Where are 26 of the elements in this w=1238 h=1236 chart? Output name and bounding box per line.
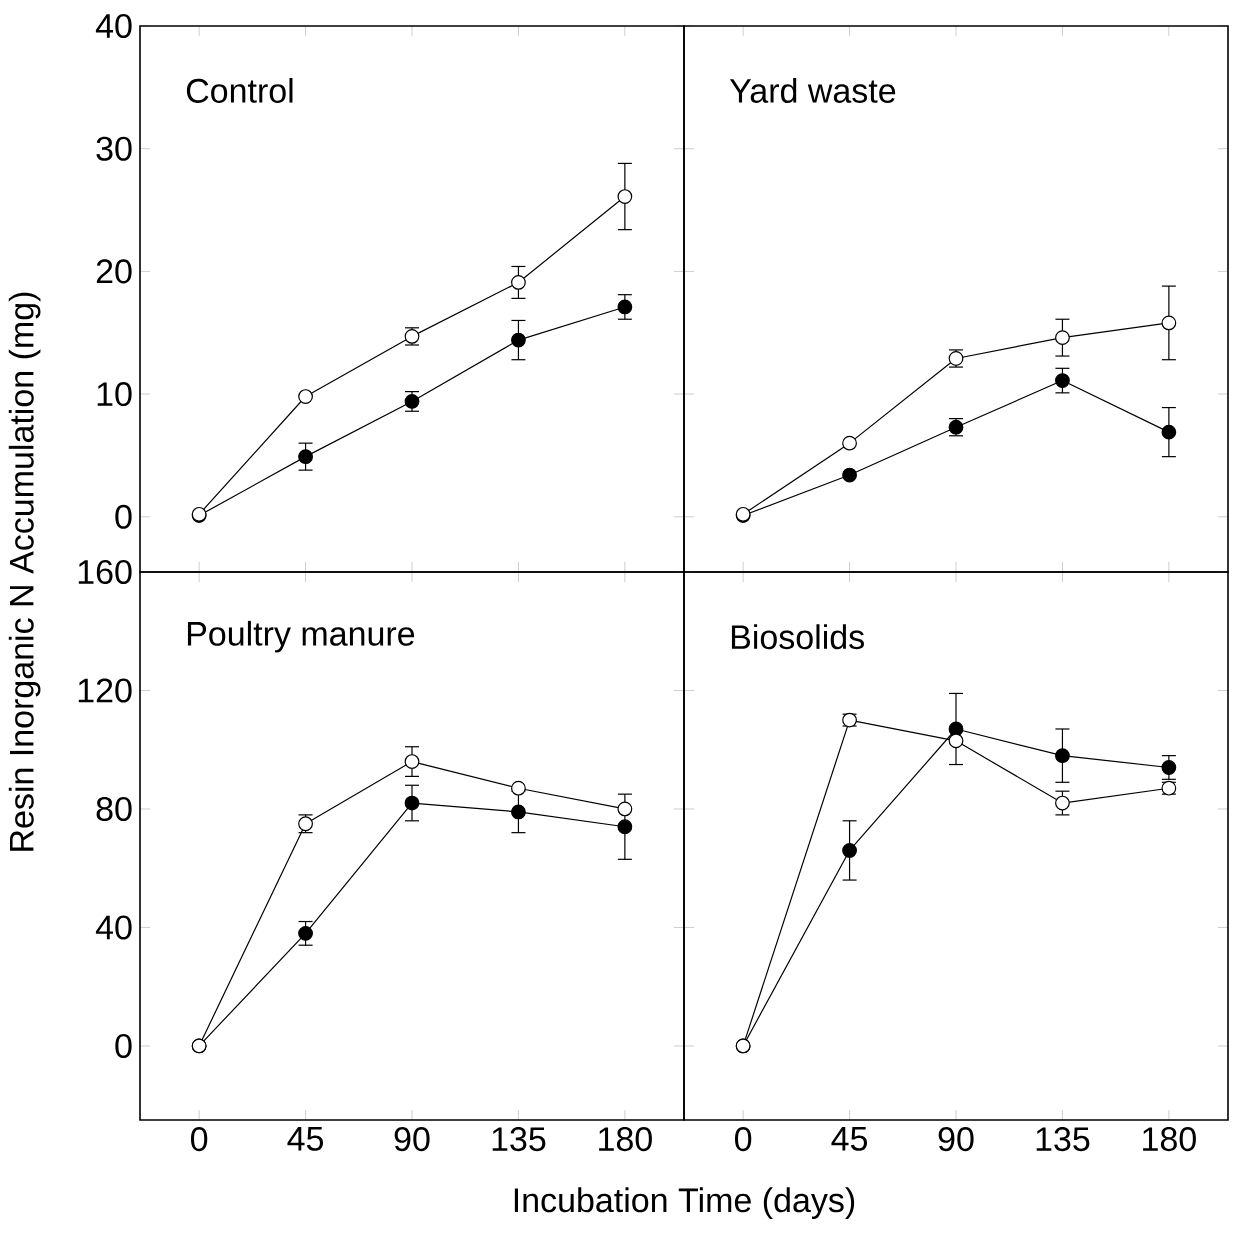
x-tick-label: 180	[599, 1127, 652, 1152]
text: Biosolids	[731, 624, 864, 650]
x-tick-label: 45	[287, 1127, 324, 1151]
y-tick-label: 80	[96, 796, 132, 822]
x-tick-label: 135	[1036, 1127, 1090, 1152]
x-tick-label: 90	[938, 1127, 974, 1152]
text: Control	[186, 77, 293, 103]
x-tick-label: 0	[191, 1127, 208, 1152]
x-axis-title: Incubation Time (days)	[514, 1187, 855, 1220]
y-tick-label: 160	[78, 559, 132, 585]
y-axis-title: Resin Inorganic N Accumulation (mg)	[8, 292, 41, 851]
y-tick-label: 20	[96, 259, 132, 284]
x-tick-label: 90	[394, 1127, 430, 1152]
y-tick-label: 40	[95, 13, 132, 39]
y-tick-label: 10	[97, 382, 132, 407]
y-tick-label: 40	[95, 915, 132, 940]
x-tick-label: 0	[735, 1127, 752, 1152]
text: Yard waste	[729, 77, 896, 103]
y-tick-label: 30	[96, 136, 132, 161]
text: Poultry manure	[187, 620, 415, 653]
x-tick-label: 180	[1143, 1127, 1196, 1152]
y-tick-label: 120	[78, 678, 132, 703]
x-tick-label: 135	[492, 1127, 546, 1152]
y-tick-label: 0	[115, 504, 132, 529]
y-tick-label: 0	[115, 1033, 132, 1058]
x-tick-label: 45	[831, 1127, 868, 1151]
